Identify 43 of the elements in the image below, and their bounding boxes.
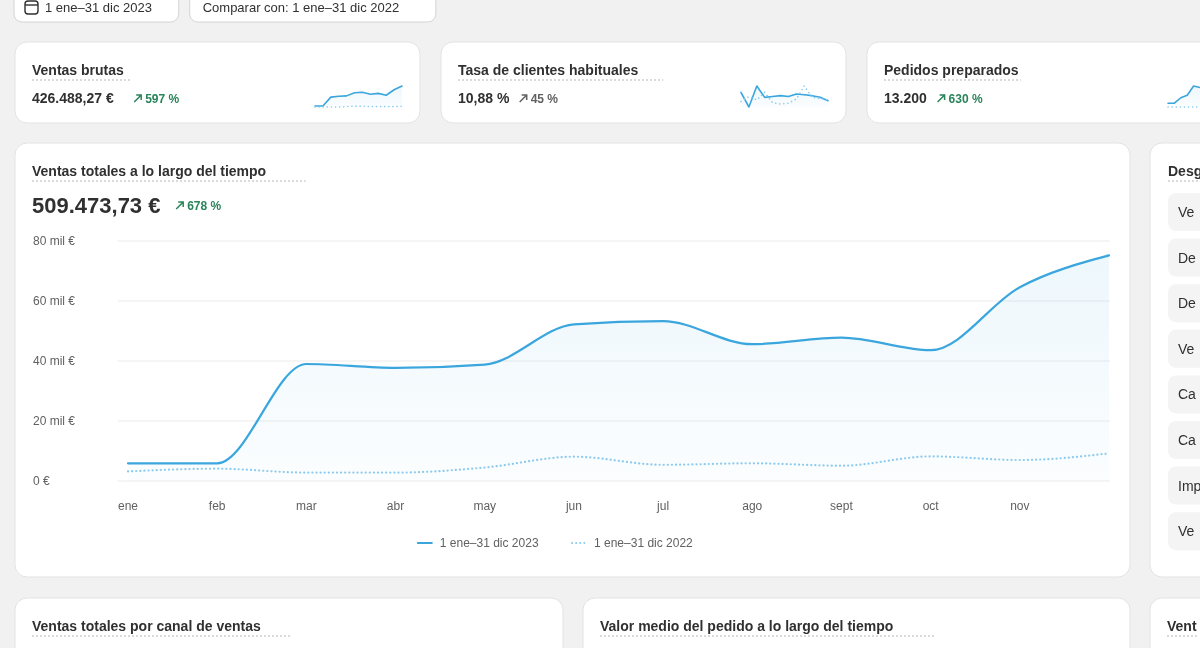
y-tick-label: 20 mil € [33,414,76,428]
text: Comparar con: 1 ene–31 dic 2022 [202,0,400,15]
text: 678 % [187,199,222,213]
x-tick-label: mar [296,499,317,513]
text: Ventas brutas [32,62,125,78]
text: De [1178,249,1197,266]
text: 630 % [948,92,983,106]
x-tick-label: feb [208,499,226,513]
x-tick-label: may [473,499,497,513]
text: Imp [1178,477,1200,494]
x-tick-label: ene [117,499,139,513]
text: 1 ene–31 dic 2023 [45,0,152,15]
y-tick-label: 80 mil € [33,234,76,248]
x-tick-label: nov [1010,499,1030,513]
text: 597 % [145,92,180,106]
text: 45 % [530,92,559,106]
text: Ve [1178,523,1195,540]
text: Ca [1178,386,1197,403]
text: 13.200 [884,90,928,106]
text: Tasa de clientes habituales [458,62,639,78]
chart-title: Ventas totales a lo largo del tiempo [32,163,267,179]
x-tick-label: abr [386,499,405,513]
legend-label: 1 ene–31 dic 2022 [594,536,694,550]
x-tick-label: oct [922,499,940,513]
x-tick-label: jul [656,499,670,513]
y-tick-label: 0 € [33,474,51,488]
x-tick-label: ago [742,499,763,513]
text: 426.488,27 € [32,90,114,106]
text: Pedidos preparados [884,62,1019,78]
text: Valor medio del pedido a lo largo del tiempo [600,618,894,634]
text: 509.473,73 € [32,193,161,218]
y-tick-label: 40 mil € [33,354,76,368]
x-tick-label: sept [830,499,854,513]
text: 10,88 % [458,90,510,106]
text: Ve [1178,204,1195,220]
x-tick-label: jun [564,499,582,513]
text: De [1178,295,1197,312]
text: Ventas totales por canal de ventas [32,618,261,634]
text: Ca [1178,432,1197,448]
text: Ve [1178,340,1195,357]
y-tick-label: 60 mil € [33,294,76,308]
text: Vent [1167,618,1197,634]
legend-label: 1 ene–31 dic 2023 [439,536,539,550]
